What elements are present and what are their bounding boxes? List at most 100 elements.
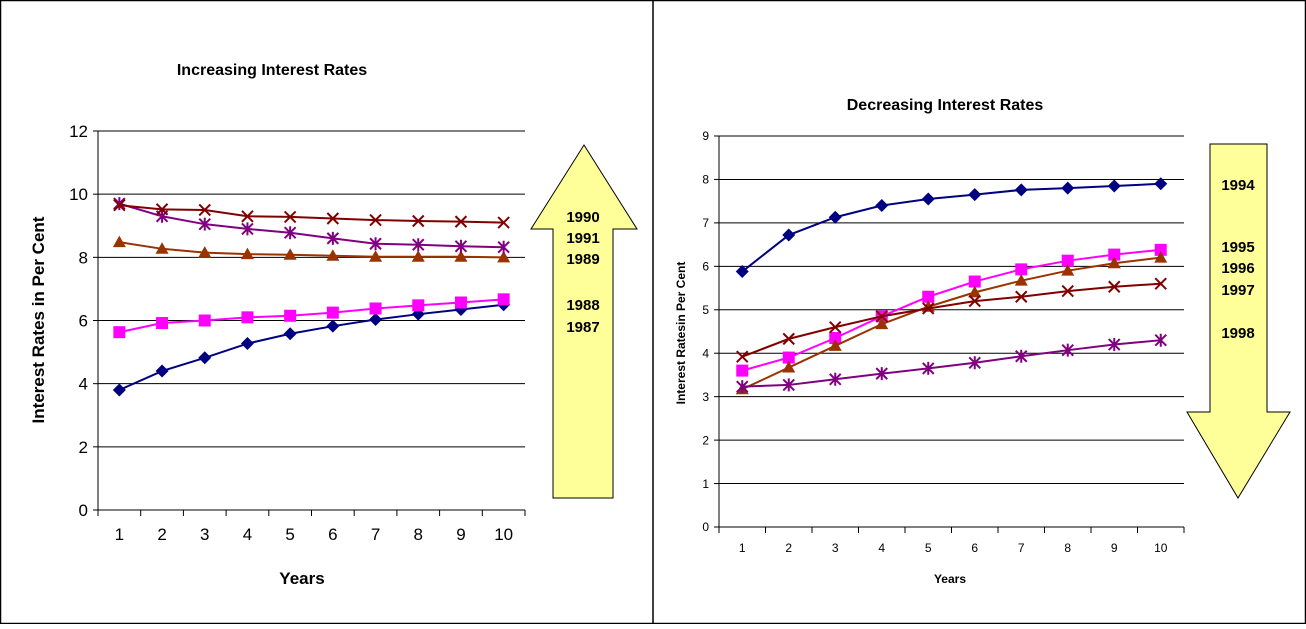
left-x-tick-label: 7 xyxy=(371,525,380,544)
right-y-tick-label: 1 xyxy=(702,477,709,491)
left-x-tick-label: 9 xyxy=(456,525,465,544)
left-series-0-point xyxy=(112,383,126,397)
right-series-0-point xyxy=(968,188,982,202)
right-series-0-point xyxy=(1014,183,1028,197)
left-x-tick-label: 5 xyxy=(285,525,294,544)
left-series-0-point xyxy=(155,364,169,378)
left-series-2-point xyxy=(240,247,254,260)
left-x-tick-label: 4 xyxy=(243,525,252,544)
left-series-4-point xyxy=(241,210,254,223)
right-series-0-point xyxy=(1107,179,1121,193)
left-series-2-point xyxy=(198,246,212,258)
right-series-0-point xyxy=(1154,177,1168,191)
right-x-tick-label: 6 xyxy=(971,541,978,555)
left-series-2-point xyxy=(326,249,340,261)
right-y-tick-label: 7 xyxy=(702,216,709,230)
left-series-1-point xyxy=(497,293,510,306)
left-series-3-point xyxy=(369,237,382,251)
right-series-4-point xyxy=(1015,349,1028,363)
right-series-0-point xyxy=(828,210,842,224)
left-x-tick-label: 1 xyxy=(115,525,124,544)
right-x-axis-label: Years xyxy=(934,572,966,586)
left-y-tick-label: 12 xyxy=(69,122,88,141)
right-series-4-point xyxy=(1108,338,1121,352)
left-series-4-point xyxy=(198,203,211,217)
right-x-tick-label: 7 xyxy=(1018,541,1025,555)
right-series-3-point xyxy=(1108,280,1121,293)
left-x-axis-label: Years xyxy=(279,569,324,588)
right-chart-title: Decreasing Interest Rates xyxy=(847,97,1044,114)
left-series-4-point xyxy=(412,214,425,228)
right-series-4-point xyxy=(875,367,888,381)
right-year-label: 1994 xyxy=(1221,177,1255,194)
right-series-2-point xyxy=(1014,274,1028,286)
left-series-2-point xyxy=(112,235,126,248)
left-y-tick-label: 4 xyxy=(79,375,88,394)
right-series-4-point xyxy=(968,356,981,370)
right-series-2-point xyxy=(828,339,842,351)
left-series-4-point xyxy=(155,203,169,216)
right-series-2-point xyxy=(1107,256,1121,269)
left-series-4-point xyxy=(454,215,468,228)
right-x-tick-label: 5 xyxy=(925,541,932,555)
right-series-0-point xyxy=(1061,181,1075,195)
left-series-3-line xyxy=(119,202,504,249)
right-y-tick-label: 3 xyxy=(702,390,709,404)
right-series-0-point xyxy=(782,228,796,242)
right-chart: 0 1 2 3 4 5 6 7 8 9 1 2 3 4 5 6 7 8 9 10 1994 1995 1996 1997 199… xyxy=(702,129,1291,555)
right-series-1-point xyxy=(1061,254,1074,267)
left-series-1-point xyxy=(412,299,425,312)
left-y-tick-label: 2 xyxy=(79,438,88,457)
right-arrow xyxy=(1186,143,1291,499)
left-arrow xyxy=(530,144,638,499)
left-chart-title: Increasing Interest Rates xyxy=(177,62,367,79)
left-series-2-point xyxy=(283,248,297,260)
left-series-4-point xyxy=(113,199,126,212)
left-series-4-point xyxy=(497,216,510,229)
left-y-tick-label: 6 xyxy=(79,311,88,330)
right-y-tick-label: 0 xyxy=(702,520,709,534)
left-y-tick-label: 0 xyxy=(79,501,88,520)
left-series-3-point xyxy=(198,217,211,231)
right-x-tick-label: 8 xyxy=(1064,541,1071,555)
left-series-4-point xyxy=(326,212,340,225)
right-y-tick-label: 5 xyxy=(702,303,709,317)
left-series-3-point xyxy=(241,222,254,236)
right-series-3-point xyxy=(782,332,795,346)
left-series-4-point xyxy=(369,213,382,227)
left-series-0-point xyxy=(240,337,254,351)
right-series-3-point xyxy=(922,302,935,315)
right-series-3-point xyxy=(1061,284,1074,298)
left-x-tick-label: 3 xyxy=(200,525,209,544)
right-series-2-line xyxy=(741,256,1161,391)
right-series-2-point xyxy=(968,285,982,298)
right-x-tick-label: 10 xyxy=(1154,541,1168,555)
left-series-0-point xyxy=(283,327,297,341)
left-series-1-point xyxy=(326,306,339,319)
right-series-2-point xyxy=(1154,251,1168,263)
right-series-0-point xyxy=(921,192,935,206)
left-x-tick-label: 8 xyxy=(414,525,423,544)
left-year-label: 1988 xyxy=(566,297,599,314)
left-series-1-point xyxy=(113,326,126,339)
right-series-1-line xyxy=(741,248,1161,372)
right-series-3-point xyxy=(1015,290,1028,303)
right-series-2-point xyxy=(782,361,796,373)
left-series-2-point xyxy=(411,250,425,262)
left-series-3-point xyxy=(326,231,340,245)
right-series-1-point xyxy=(1015,263,1028,276)
right-series-4-point xyxy=(922,361,935,375)
right-x-tick-label: 3 xyxy=(832,541,839,555)
left-series-0-point xyxy=(198,351,212,365)
right-y-tick-label: 6 xyxy=(702,260,709,274)
left-series-1-point xyxy=(156,317,169,330)
right-series-4-point xyxy=(1061,343,1074,357)
left-series-3-point xyxy=(454,239,468,253)
left-series-2-point xyxy=(155,242,169,254)
right-series-1-point xyxy=(1108,248,1121,261)
left-y-tick-label: 10 xyxy=(69,185,88,204)
right-y-axis-label: Interest Ratesin Per Cent xyxy=(674,262,688,405)
